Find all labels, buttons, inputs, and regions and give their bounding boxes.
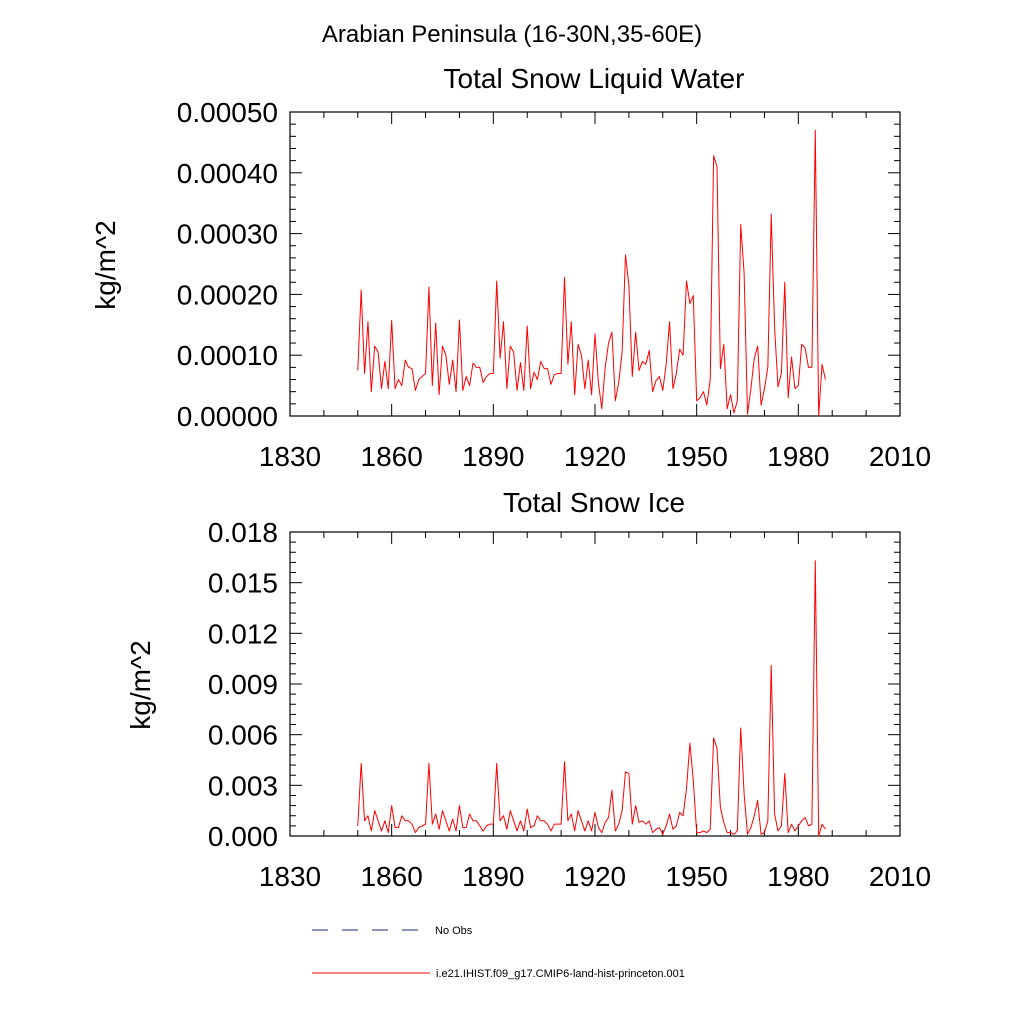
chart-title: Total Snow Liquid Water	[444, 63, 745, 94]
plot-frame	[289, 111, 901, 417]
figure-title: Arabian Peninsula (16-30N,35-60E)	[322, 21, 702, 48]
y-tick-label: 0.00050	[177, 97, 278, 128]
x-tick-label: 1830	[259, 441, 321, 472]
chart-title: Total Snow Ice	[503, 487, 685, 518]
y-tick-label: 0.00040	[177, 158, 278, 189]
y-tick-label: 0.003	[208, 770, 278, 801]
legend: No Obs i.e21.IHIST.f09_g17.CMIP6-land-hi…	[312, 925, 685, 980]
series-lines	[357, 560, 826, 837]
chart-total-snow-liquid-water: Total Snow Liquid Water kg/m^2 1830 1860 1…	[90, 63, 931, 472]
y-tick-labels: 0.000 0.003 0.006 0.009 0.012 0.015 0.018	[208, 517, 278, 852]
legend-entry-no-obs: No Obs	[312, 925, 473, 937]
y-tick-label: 0.018	[208, 517, 278, 548]
x-tick-labels: 1830 1860 1890 1920 1950 1980 2010	[259, 861, 931, 892]
y-tick-label: 0.006	[208, 720, 278, 751]
series-lines	[357, 129, 826, 417]
x-tick-label: 1920	[564, 441, 626, 472]
y-tick-label: 0.012	[208, 618, 278, 649]
y-tick-label: 0.00010	[177, 340, 278, 371]
y-tick-label: 0.00000	[177, 401, 278, 432]
y-tick-label: 0.009	[208, 669, 278, 700]
x-tick-label: 2010	[869, 861, 931, 892]
y-tick-label: 0.00020	[177, 279, 278, 310]
axis-ticks	[289, 111, 901, 417]
series-line	[357, 129, 826, 417]
x-tick-labels: 1830 1860 1890 1920 1950 1980 2010	[259, 441, 931, 472]
series-line	[357, 560, 826, 837]
x-tick-label: 1950	[666, 441, 728, 472]
x-tick-label: 1860	[361, 861, 423, 892]
x-tick-label: 1920	[564, 861, 626, 892]
plot-frame	[289, 531, 901, 837]
x-tick-label: 1980	[767, 861, 829, 892]
y-axis-label: kg/m^2	[125, 640, 156, 729]
x-tick-label: 1890	[462, 861, 524, 892]
y-tick-label: 0.00030	[177, 219, 278, 250]
legend-label: No Obs	[435, 925, 473, 937]
y-tick-label: 0.000	[208, 821, 278, 852]
y-tick-label: 0.015	[208, 568, 278, 599]
legend-label: i.e21.IHIST.f09_g17.CMIP6-land-hist-prin…	[436, 968, 685, 980]
axis-ticks	[289, 531, 901, 837]
legend-entry-model-run: i.e21.IHIST.f09_g17.CMIP6-land-hist-prin…	[312, 968, 685, 980]
x-tick-label: 1890	[462, 441, 524, 472]
y-axis-label: kg/m^2	[90, 220, 121, 309]
x-tick-label: 1980	[767, 441, 829, 472]
x-tick-label: 1830	[259, 861, 321, 892]
y-tick-labels: 0.00000 0.00010 0.00020 0.00030 0.00040 0.000…	[177, 97, 278, 432]
chart-total-snow-ice: Total Snow Ice kg/m^2 1830 1860 1890 1920 19…	[125, 487, 931, 892]
x-tick-label: 2010	[869, 441, 931, 472]
x-tick-label: 1860	[361, 441, 423, 472]
x-tick-label: 1950	[666, 861, 728, 892]
